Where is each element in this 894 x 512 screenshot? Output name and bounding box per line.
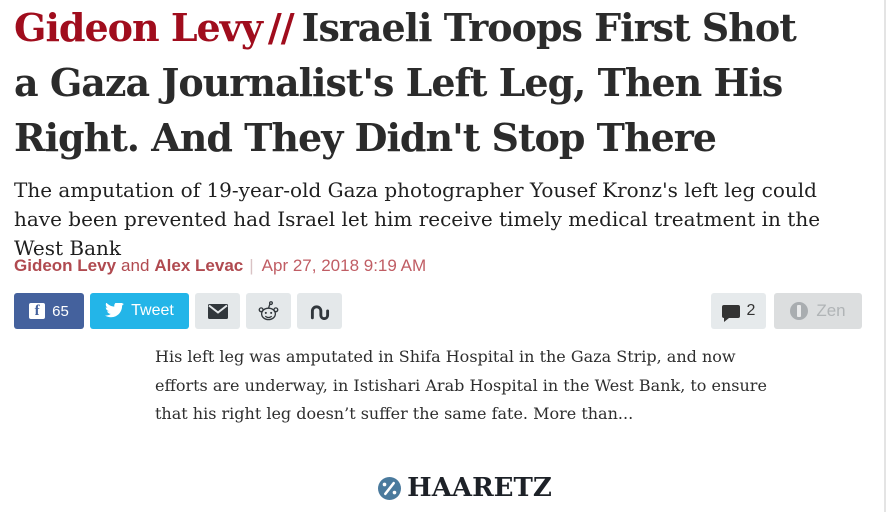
byline-separator: | — [249, 256, 254, 275]
facebook-icon: f — [29, 303, 46, 319]
kicker-separator: // — [267, 5, 295, 50]
article-body-excerpt: His left leg was amputated in Shifa Hosp… — [155, 347, 767, 423]
content-column-border — [884, 0, 886, 512]
comment-icon — [721, 304, 740, 322]
byline-author-2[interactable]: Alex Levac — [154, 256, 244, 275]
author-kicker-link[interactable]: Gideon Levy — [14, 5, 263, 50]
tweet-button[interactable]: Tweet — [90, 293, 189, 329]
comments-button[interactable]: 2 — [711, 293, 766, 329]
twitter-bird-icon — [105, 303, 125, 319]
reddit-share-button[interactable] — [246, 293, 291, 329]
haaretz-logo[interactable]: HAARETZ — [18, 473, 894, 503]
email-share-button[interactable] — [195, 293, 240, 329]
stumbleupon-share-button[interactable] — [297, 293, 342, 329]
publish-timestamp: Apr 27, 2018 9:19 AM — [261, 256, 427, 275]
zen-button-label: Zen — [816, 301, 846, 320]
stumbleupon-icon — [309, 302, 331, 320]
zen-button[interactable]: Zen — [774, 293, 862, 329]
reddit-icon — [257, 300, 280, 322]
share-bar: f 65 Tweet — [14, 293, 862, 329]
envelope-icon — [207, 303, 228, 319]
facebook-share-button[interactable]: f 65 — [14, 293, 84, 329]
article-subtitle: The amputation of 19-year-old Gaza photo… — [14, 178, 821, 260]
facebook-share-count: 65 — [52, 302, 69, 320]
haaretz-wordmark: HAARETZ — [407, 473, 552, 503]
article-headline: Gideon Levy//Israeli Troops First Shot a… — [14, 0, 820, 165]
comments-count: 2 — [746, 302, 756, 319]
tweet-button-label: Tweet — [131, 302, 174, 319]
byline-author-1[interactable]: Gideon Levy — [14, 256, 117, 275]
headline-text: Israeli Troops First Shot a Gaza Journal… — [14, 5, 797, 160]
zen-icon — [790, 302, 809, 320]
byline-conjunction: and — [121, 256, 150, 275]
haaretz-logo-icon — [378, 476, 402, 500]
byline: Gideon Levy and Alex Levac | Apr 27, 201… — [14, 256, 426, 276]
